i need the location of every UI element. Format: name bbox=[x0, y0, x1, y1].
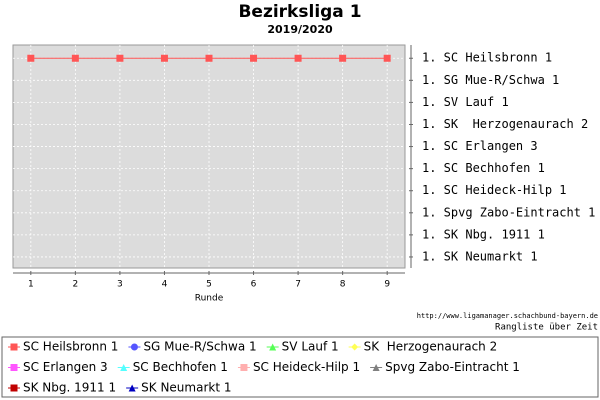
x-tick-label: 1 bbox=[28, 280, 34, 290]
legend-label: SC Bechhofen 1 bbox=[133, 360, 228, 374]
chart-subtitle: 2019/2020 bbox=[267, 23, 333, 36]
legend-marker bbox=[351, 343, 359, 351]
y-tick-label: 1. SC Erlangen 3 bbox=[422, 139, 538, 153]
legend-marker bbox=[10, 384, 18, 392]
legend-label: Spvg Zabo-Eintracht 1 bbox=[385, 360, 520, 374]
x-tick-label: 6 bbox=[251, 280, 257, 290]
legend-label: SC Heideck-Hilp 1 bbox=[253, 360, 360, 374]
x-tick-label: 4 bbox=[162, 280, 168, 290]
data-point bbox=[294, 54, 302, 62]
x-tick-label: 3 bbox=[117, 280, 123, 290]
legend-marker bbox=[372, 364, 380, 371]
y-tick-label: 1. SC Bechhofen 1 bbox=[422, 161, 545, 175]
legend-marker bbox=[10, 343, 18, 351]
legend-box bbox=[1, 336, 599, 398]
legend-label: SK Nbg. 1911 1 bbox=[23, 381, 116, 395]
chart-title: Bezirksliga 1 bbox=[238, 2, 361, 22]
legend-marker bbox=[10, 364, 18, 371]
y-tick-label: 1. SK Herzogenaurach 2 bbox=[422, 117, 588, 131]
y-tick-label: 1. SK Nbg. 1911 1 bbox=[422, 227, 545, 241]
x-tick-label: 5 bbox=[206, 280, 212, 290]
y-tick-label: 1. SG Mue-R/Schwa 1 bbox=[422, 73, 559, 87]
data-point bbox=[27, 54, 35, 62]
legend-marker bbox=[269, 343, 277, 351]
legend-label: SC Erlangen 3 bbox=[23, 360, 108, 374]
data-point bbox=[160, 54, 168, 62]
legend-label: SK Neumarkt 1 bbox=[141, 381, 231, 395]
x-tick-label: 2 bbox=[72, 280, 78, 290]
legend-marker bbox=[120, 364, 128, 371]
source-annotation: http://www.ligamanager.schachbund-bayern… bbox=[417, 312, 598, 320]
data-point bbox=[116, 54, 124, 62]
x-axis-label: Runde bbox=[195, 294, 224, 304]
data-point bbox=[250, 54, 258, 62]
y-tick-label: 1. Spvg Zabo-Eintracht 1 bbox=[422, 205, 595, 219]
legend-marker bbox=[128, 384, 136, 392]
x-tick-label: 9 bbox=[384, 280, 390, 290]
y-tick-label: 1. SC Heilsbronn 1 bbox=[422, 51, 552, 65]
data-point bbox=[205, 54, 213, 62]
legend-label: SK Herzogenaurach 2 bbox=[364, 340, 498, 354]
data-point bbox=[383, 54, 391, 62]
data-point bbox=[71, 54, 79, 62]
legend-label: SC Heilsbronn 1 bbox=[23, 340, 118, 354]
legend-marker bbox=[240, 364, 248, 371]
x-tick-label: 7 bbox=[295, 280, 301, 290]
y-tick-label: 1. SC Heideck-Hilp 1 bbox=[422, 183, 567, 197]
legend-label: SG Mue-R/Schwa 1 bbox=[143, 340, 256, 354]
legend-marker bbox=[130, 343, 138, 351]
data-point bbox=[339, 54, 347, 62]
legend-label: SV Lauf 1 bbox=[282, 340, 339, 354]
y-tick-label: 1. SK Neumarkt 1 bbox=[422, 249, 538, 263]
x-tick-label: 8 bbox=[340, 280, 346, 290]
y-tick-label: 1. SV Lauf 1 bbox=[422, 95, 509, 109]
caption-annotation: Rangliste über Zeit bbox=[495, 323, 598, 333]
